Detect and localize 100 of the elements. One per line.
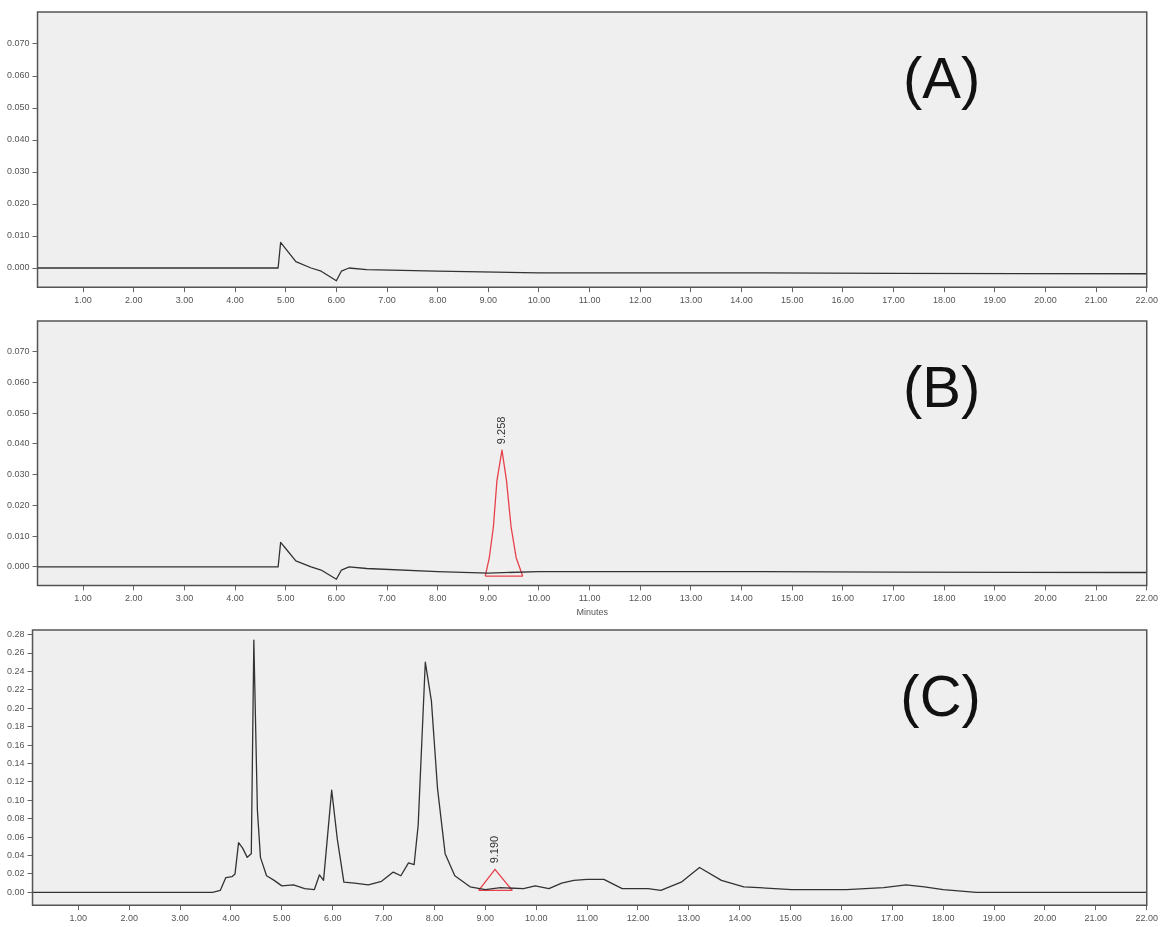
y-tick-label: 0.26 xyxy=(6,647,25,658)
x-tick-label: 10.00 xyxy=(527,295,551,306)
x-tick-label: 11.00 xyxy=(578,295,601,306)
y-tick-label: 0.22 xyxy=(6,684,25,695)
x-tick-label: 20.00 xyxy=(1033,913,1057,924)
x-tick-label: 13.00 xyxy=(679,593,703,604)
y-tick-label: 0.070 xyxy=(6,346,30,357)
x-tick-label: 12.00 xyxy=(628,593,652,604)
y-tick-label: 0.040 xyxy=(6,438,30,449)
y-tick-label: 0.08 xyxy=(6,813,25,824)
x-tick-label: 6.00 xyxy=(327,593,346,604)
x-tick-label: 22.00 xyxy=(1135,295,1158,306)
x-tick-label: 15.00 xyxy=(780,593,804,604)
x-tick-label: 1.00 xyxy=(69,913,88,924)
x-tick-label: 21.00 xyxy=(1084,913,1108,924)
x-tick-label: 10.00 xyxy=(524,913,548,924)
x-tick-label: 11.00 xyxy=(576,913,599,924)
x-tick-label: 19.00 xyxy=(982,913,1006,924)
y-tick-label: 0.04 xyxy=(6,849,25,860)
x-tick-label: 4.00 xyxy=(222,913,240,924)
x-tick-label: 7.00 xyxy=(378,593,396,604)
x-tick-label: 3.00 xyxy=(171,913,189,924)
x-tick-label: 11.00 xyxy=(578,593,601,604)
x-tick-label: 14.00 xyxy=(728,913,751,924)
x-axis-title: Minutes xyxy=(576,607,609,618)
x-tick-label: 9.00 xyxy=(479,593,498,604)
y-tick-label: 0.060 xyxy=(6,70,30,81)
y-tick-label: 0.060 xyxy=(6,376,30,387)
x-tick-label: 5.00 xyxy=(273,913,291,924)
y-tick-label: 0.00 xyxy=(6,886,25,897)
x-tick-label: 18.00 xyxy=(931,913,955,924)
y-tick-label: 0.28 xyxy=(6,629,25,640)
x-tick-label: 16.00 xyxy=(831,593,855,604)
y-tick-label: 0.06 xyxy=(6,831,25,842)
x-tick-label: 14.00 xyxy=(730,295,753,306)
y-tick-label: 0.050 xyxy=(6,407,30,418)
x-tick-label: 12.00 xyxy=(628,295,652,306)
y-tick-label: 0.02 xyxy=(6,868,25,879)
x-tick-label: 15.00 xyxy=(780,295,804,306)
x-tick-label: 4.00 xyxy=(226,593,244,604)
x-tick-label: 7.00 xyxy=(374,913,393,924)
text: (A) xyxy=(902,45,981,110)
x-tick-label: 2.00 xyxy=(120,913,138,924)
x-tick-label: 9.00 xyxy=(476,913,495,924)
x-tick-label: 1.00 xyxy=(74,593,92,604)
y-tick-label: 0.16 xyxy=(6,739,25,750)
x-tick-label: 16.00 xyxy=(830,913,853,924)
x-tick-label: 14.00 xyxy=(730,593,753,604)
x-tick-label: 8.00 xyxy=(425,913,444,924)
x-tick-label: 17.00 xyxy=(882,593,905,604)
y-tick-label: 0.24 xyxy=(6,665,25,676)
x-tick-label: 6.00 xyxy=(327,295,346,306)
y-tick-label: 0.050 xyxy=(6,102,30,113)
x-tick-label: 18.00 xyxy=(932,295,956,306)
x-tick-label: 19.00 xyxy=(983,295,1007,306)
x-tick-label: 10.00 xyxy=(527,593,551,604)
y-tick-label: 0.18 xyxy=(6,721,25,732)
x-tick-label: 21.00 xyxy=(1084,295,1108,306)
x-tick-label: 8.00 xyxy=(428,295,447,306)
y-tick-label: 0.12 xyxy=(6,776,25,787)
y-tick-label: 0.20 xyxy=(6,702,25,713)
y-tick-label: 0.030 xyxy=(6,469,30,480)
x-tick-label: 17.00 xyxy=(882,295,905,306)
x-tick-label: 3.00 xyxy=(175,295,194,306)
x-tick-label: 15.00 xyxy=(779,913,802,924)
annotation: 9.190 xyxy=(488,835,501,864)
annotation: 9.258 xyxy=(495,416,508,445)
text: (C) xyxy=(900,663,981,728)
x-tick-label: 3.00 xyxy=(175,593,194,604)
y-tick-label: 0.000 xyxy=(6,262,30,273)
x-tick-label: 20.00 xyxy=(1034,593,1057,604)
x-tick-label: 4.00 xyxy=(226,295,244,306)
x-tick-label: 19.00 xyxy=(983,593,1007,604)
x-tick-label: 1.00 xyxy=(74,295,92,306)
y-tick-label: 0.000 xyxy=(6,561,30,572)
y-tick-label: 0.020 xyxy=(6,499,30,510)
text: (B) xyxy=(902,354,981,419)
x-tick-label: 18.00 xyxy=(932,593,956,604)
y-tick-label: 0.020 xyxy=(6,198,30,209)
x-tick-label: 17.00 xyxy=(881,913,904,924)
x-tick-label: 7.00 xyxy=(378,295,396,306)
x-tick-label: 8.00 xyxy=(428,593,447,604)
x-tick-label: 20.00 xyxy=(1034,295,1057,306)
x-tick-label: 16.00 xyxy=(831,295,855,306)
x-tick-label: 12.00 xyxy=(626,913,650,924)
y-tick-label: 0.040 xyxy=(6,134,30,145)
y-tick-label: 0.070 xyxy=(6,38,30,49)
x-tick-label: 5.00 xyxy=(276,295,295,306)
y-tick-label: 0.010 xyxy=(6,530,30,541)
x-tick-label: 13.00 xyxy=(677,913,701,924)
x-tick-label: 5.00 xyxy=(276,593,295,604)
x-tick-label: 2.00 xyxy=(124,593,143,604)
x-tick-label: 21.00 xyxy=(1084,593,1108,604)
x-tick-label: 6.00 xyxy=(323,913,342,924)
y-tick-label: 0.010 xyxy=(6,230,30,241)
x-tick-label: 22.00 xyxy=(1135,593,1158,604)
x-tick-label: 9.00 xyxy=(479,295,498,306)
y-tick-label: 0.14 xyxy=(6,757,25,768)
x-tick-label: 2.00 xyxy=(124,295,143,306)
y-tick-label: 0.030 xyxy=(6,166,30,177)
